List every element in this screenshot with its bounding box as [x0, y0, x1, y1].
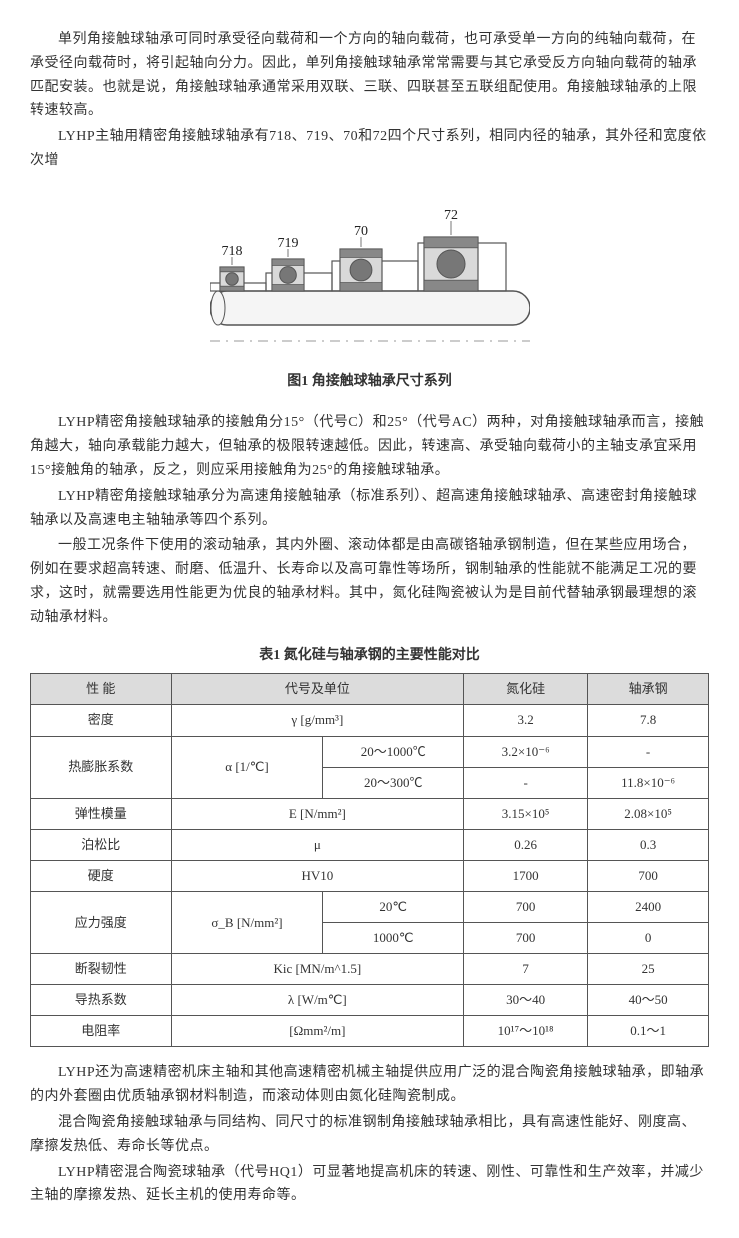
para-7: 混合陶瓷角接触球轴承与同结构、同尺寸的标准钢制角接触球轴承相比，具有高速性能好、…: [30, 1111, 709, 1159]
th-steel: 轴承钢: [588, 674, 709, 705]
row-fracture-sym: Kic [MN/m^1.5]: [171, 954, 463, 985]
row-resistivity-sym: [Ωmm²/m]: [171, 1016, 463, 1047]
row-thermal-b1: -: [588, 736, 709, 767]
row-hardness-a: 1700: [464, 860, 588, 891]
para-8: LYHP精密混合陶瓷球轴承（代号HQ1）可显著地提高机床的转速、刚性、可靠性和生…: [30, 1161, 709, 1209]
row-stress-sym: σ_B [N/mm²]: [171, 892, 323, 954]
row-hardness-name: 硬度: [31, 860, 172, 891]
row-stress-t2: 1000℃: [323, 923, 464, 954]
row-stress-b2: 0: [588, 923, 709, 954]
row-poisson-name: 泊松比: [31, 829, 172, 860]
row-hardness-sym: HV10: [171, 860, 463, 891]
para-1: 单列角接触球轴承可同时承受径向载荷和一个方向的轴向载荷，也可承受单一方向的纯轴向…: [30, 28, 709, 123]
row-stress-t1: 20℃: [323, 892, 464, 923]
row-thermalcond-sym: λ [W/m℃]: [171, 985, 463, 1016]
row-elastic-b: 2.08×10⁵: [588, 798, 709, 829]
para-6: LYHP还为高速精密机床主轴和其他高速精密机械主轴提供应用广泛的混合陶瓷角接触球…: [30, 1061, 709, 1109]
figure1: 718 719 70 72: [30, 191, 709, 360]
row-poisson-a: 0.26: [464, 829, 588, 860]
row-poisson-b: 0.3: [588, 829, 709, 860]
row-density-b: 7.8: [588, 705, 709, 736]
row-resistivity-name: 电阻率: [31, 1016, 172, 1047]
svg-text:719: 719: [277, 236, 298, 251]
row-poisson-sym: μ: [171, 829, 463, 860]
row-thermal-name: 热膨胀系数: [31, 736, 172, 798]
table1-caption: 表1 氮化硅与轴承钢的主要性能对比: [30, 644, 709, 668]
para-2: LYHP主轴用精密角接触球轴承有718、719、70和72四个尺寸系列，相同内径…: [30, 125, 709, 173]
row-stress-a2: 700: [464, 923, 588, 954]
th-property: 性 能: [31, 674, 172, 705]
row-density-name: 密度: [31, 705, 172, 736]
row-hardness-b: 700: [588, 860, 709, 891]
row-stress-b1: 2400: [588, 892, 709, 923]
svg-text:70: 70: [354, 224, 368, 239]
row-resistivity-b: 0.1～1: [588, 1016, 709, 1047]
row-fracture-name: 断裂韧性: [31, 954, 172, 985]
row-thermal-a1: 3.2×10⁻⁶: [464, 736, 588, 767]
row-fracture-a: 7: [464, 954, 588, 985]
row-thermalcond-a: 30～40: [464, 985, 588, 1016]
table1: 性 能 代号及单位 氮化硅 轴承钢 密度 γ [g/mm³] 3.2 7.8 热…: [30, 673, 709, 1047]
row-thermal-sym: α [1/℃]: [171, 736, 323, 798]
row-thermal-t1: 20～1000℃: [323, 736, 464, 767]
para-3: LYHP精密角接触球轴承的接触角分15°（代号C）和25°（代号AC）两种，对角…: [30, 411, 709, 482]
row-thermal-t2: 20～300℃: [323, 767, 464, 798]
row-stress-a1: 700: [464, 892, 588, 923]
row-density-a: 3.2: [464, 705, 588, 736]
svg-text:718: 718: [221, 244, 242, 259]
th-unit: 代号及单位: [171, 674, 463, 705]
para-5: 一般工况条件下使用的滚动轴承，其内外圈、滚动体都是由高碳铬轴承钢制造，但在某些应…: [30, 534, 709, 629]
th-si3n4: 氮化硅: [464, 674, 588, 705]
svg-text:72: 72: [444, 208, 458, 223]
figure1-caption: 图1 角接触球轴承尺寸系列: [30, 370, 709, 394]
row-thermal-a2: -: [464, 767, 588, 798]
row-resistivity-a: 10¹⁷～10¹⁸: [464, 1016, 588, 1047]
row-thermalcond-name: 导热系数: [31, 985, 172, 1016]
row-thermal-b2: 11.8×10⁻⁶: [588, 767, 709, 798]
para-4: LYHP精密角接触球轴承分为高速角接触轴承（标准系列）、超高速角接触球轴承、高速…: [30, 485, 709, 533]
row-elastic-name: 弹性模量: [31, 798, 172, 829]
row-thermalcond-b: 40～50: [588, 985, 709, 1016]
row-fracture-b: 25: [588, 954, 709, 985]
row-elastic-sym: E [N/mm²]: [171, 798, 463, 829]
row-stress-name: 应力强度: [31, 892, 172, 954]
row-density-sym: γ [g/mm³]: [171, 705, 463, 736]
row-elastic-a: 3.15×10⁵: [464, 798, 588, 829]
